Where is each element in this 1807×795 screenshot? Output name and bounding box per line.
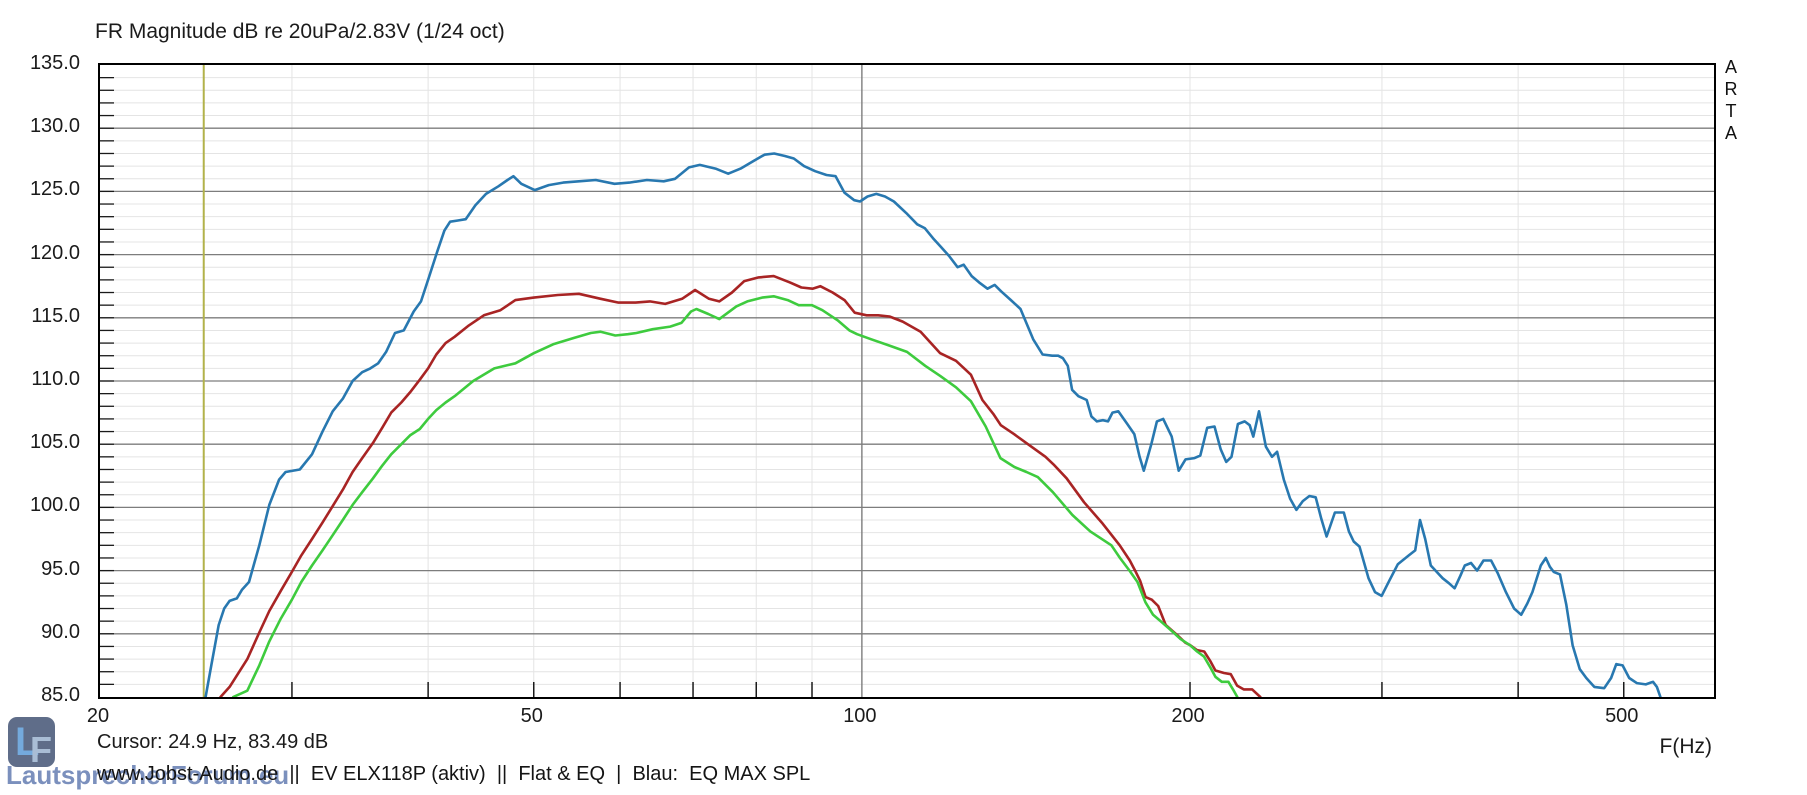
curve-eq-max-spl--blau-	[204, 152, 1662, 697]
y-axis-tick-label: 120.0	[29, 241, 80, 264]
grid-major-lines	[100, 65, 1714, 697]
arta-brand-letter: T	[1725, 101, 1737, 121]
plot-area[interactable]	[98, 63, 1716, 699]
response-curves	[204, 152, 1662, 697]
x-axis-unit-label: F(Hz)	[1659, 735, 1712, 758]
grid-minor-lines	[100, 65, 1714, 697]
y-axis-tick-label: 115.0	[31, 304, 80, 327]
chart-title: FR Magnitude dB re 20uPa/2.83V (1/24 oct…	[95, 20, 505, 43]
arta-brand-letter: R	[1724, 79, 1738, 99]
arta-brand-letter: A	[1724, 57, 1737, 77]
measurement-info-line: www.Jobst-Audio.de || EV ELX118P (aktiv)…	[97, 763, 811, 785]
y-axis-tick-label: 125.0	[29, 178, 80, 201]
y-axis-tick-label: 85.0	[41, 684, 80, 706]
cursor-readout: Cursor: 24.9 Hz, 83.49 dB	[97, 731, 329, 753]
y-axis-tick-label: 110.0	[31, 368, 80, 390]
y-axis-tick-label: 90.0	[41, 620, 80, 643]
watermark-text: LautsprecherForum.eu	[6, 760, 290, 790]
x-axis-tick-label: 50	[520, 705, 543, 727]
x-axis-tick-label: 100	[843, 705, 877, 727]
curve-rot	[219, 274, 1262, 697]
lautsprecherforum-logo: L F	[8, 717, 55, 770]
y-axis-tick-label: 135.0	[29, 52, 80, 74]
curve-gruen	[231, 295, 1239, 697]
y-axis-tick-label: 130.0	[29, 115, 80, 138]
logo-letter-l: L	[15, 720, 40, 764]
x-axis-tick-label: 200	[1171, 705, 1205, 727]
y-axis-tick-label: 100.0	[29, 494, 80, 517]
arta-brand-letter: A	[1724, 123, 1737, 143]
axis-tick-marks	[100, 76, 1625, 697]
y-axis-tick-label: 105.0	[29, 431, 80, 454]
y-axis-tick-label: 95.0	[41, 557, 80, 580]
fr-magnitude-plot[interactable]	[100, 65, 1714, 697]
logo-letter-f: F	[30, 729, 52, 770]
x-axis-tick-label: 20	[86, 705, 110, 727]
x-axis-tick-label: 500	[1605, 705, 1639, 727]
